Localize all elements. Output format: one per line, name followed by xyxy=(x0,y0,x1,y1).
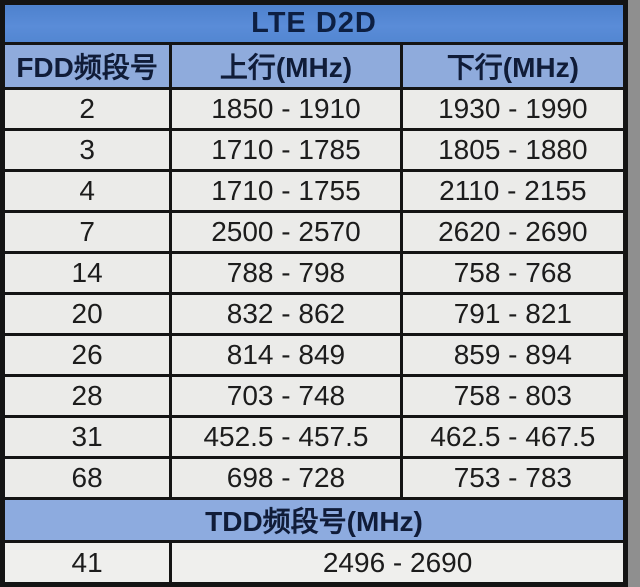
downlink-cell: 462.5 - 467.5 xyxy=(399,415,628,459)
uplink-cell: 2500 - 2570 xyxy=(169,210,403,254)
column-header-downlink: 下行(MHz) xyxy=(399,42,628,90)
uplink-cell: 1850 - 1910 xyxy=(169,87,403,131)
band-cell: 2 xyxy=(0,87,173,131)
downlink-cell: 758 - 768 xyxy=(399,251,628,295)
table-row: LTE D2D xyxy=(1,1,627,45)
tdd-section-title: TDD频段号(MHz) xyxy=(1,497,627,543)
uplink-cell: 1710 - 1755 xyxy=(169,169,403,213)
table-row: 41 2496 - 2690 xyxy=(0,540,627,586)
table-row: FDD频段号 上行(MHz) 下行(MHz) xyxy=(0,42,628,90)
uplink-cell: 814 - 849 xyxy=(169,333,403,377)
downlink-cell: 1930 - 1990 xyxy=(399,87,628,131)
table-row: 7 2500 - 2570 2620 - 2690 xyxy=(0,210,628,254)
column-header-fdd-band: FDD频段号 xyxy=(0,42,173,90)
downlink-cell: 2620 - 2690 xyxy=(399,210,628,254)
band-cell: 31 xyxy=(0,415,173,459)
band-cell: 68 xyxy=(0,456,173,500)
downlink-cell: 1805 - 1880 xyxy=(399,128,628,172)
uplink-cell: 832 - 862 xyxy=(169,292,403,336)
band-cell: 26 xyxy=(0,333,173,377)
table-row: 28 703 - 748 758 - 803 xyxy=(0,374,628,418)
table-title: LTE D2D xyxy=(1,1,627,45)
table-row: 31 452.5 - 457.5 462.5 - 467.5 xyxy=(0,415,628,459)
band-cell: 4 xyxy=(0,169,173,213)
table-row: 3 1710 - 1785 1805 - 1880 xyxy=(0,128,628,172)
table-row: 20 832 - 862 791 - 821 xyxy=(0,292,628,336)
downlink-cell: 758 - 803 xyxy=(399,374,628,418)
band-cell: 41 xyxy=(0,540,173,586)
downlink-cell: 753 - 783 xyxy=(399,456,628,500)
uplink-cell: 698 - 728 xyxy=(169,456,403,500)
right-margin-strip xyxy=(628,0,640,576)
downlink-cell: 859 - 894 xyxy=(399,333,628,377)
table-row: TDD频段号(MHz) xyxy=(1,497,627,543)
downlink-cell: 791 - 821 xyxy=(399,292,628,336)
band-cell: 3 xyxy=(0,128,173,172)
table-row: 2 1850 - 1910 1930 - 1990 xyxy=(0,87,628,131)
table-row: 68 698 - 728 753 - 783 xyxy=(0,456,628,500)
band-cell: 28 xyxy=(0,374,173,418)
table-row: 26 814 - 849 859 - 894 xyxy=(0,333,628,377)
column-header-uplink: 上行(MHz) xyxy=(169,42,403,90)
band-cell: 14 xyxy=(0,251,173,295)
uplink-cell: 788 - 798 xyxy=(169,251,403,295)
table-row: 14 788 - 798 758 - 768 xyxy=(0,251,628,295)
uplink-cell: 452.5 - 457.5 xyxy=(169,415,403,459)
tdd-range-cell: 2496 - 2690 xyxy=(169,540,627,586)
table-row: 4 1710 - 1755 2110 - 2155 xyxy=(0,169,628,213)
band-cell: 7 xyxy=(0,210,173,254)
uplink-cell: 1710 - 1785 xyxy=(169,128,403,172)
band-cell: 20 xyxy=(0,292,173,336)
downlink-cell: 2110 - 2155 xyxy=(399,169,628,213)
uplink-cell: 703 - 748 xyxy=(169,374,403,418)
